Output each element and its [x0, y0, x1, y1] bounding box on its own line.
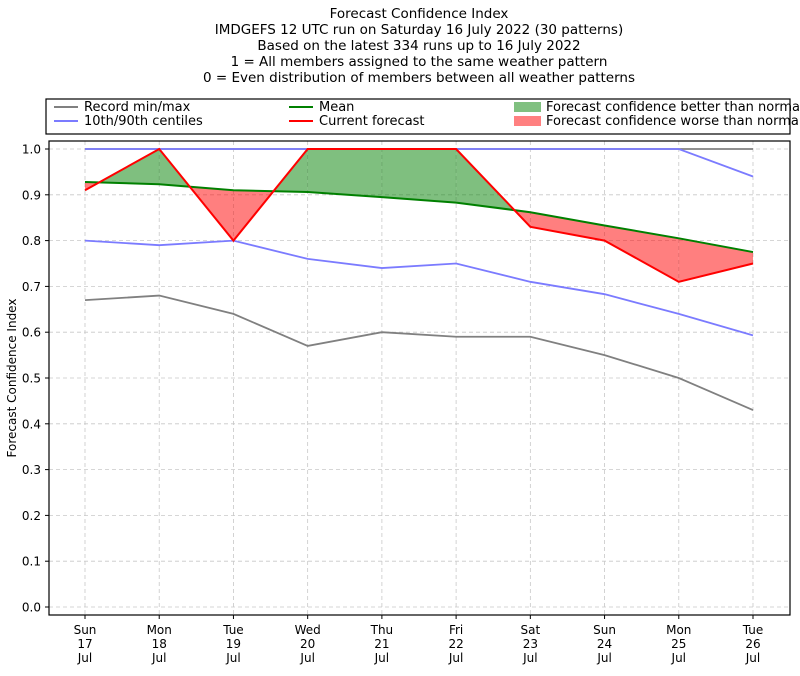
series-line-p10 — [84, 239, 754, 337]
x-tick-label: 24 — [597, 637, 612, 651]
y-tick-label: 0.4 — [22, 417, 41, 431]
x-tick-label: Jul — [671, 651, 686, 665]
subtitle-line: Based on the latest 334 runs up to 16 Ju… — [257, 38, 580, 54]
x-tick-label: 26 — [745, 637, 760, 651]
x-tick-label: Jul — [151, 651, 166, 665]
y-axis-label: Forecast Confidence Index — [5, 299, 19, 458]
better-than-normal-fill — [307, 149, 382, 198]
legend-label: Mean — [319, 100, 354, 115]
subtitle-line: 0 = Even distribution of members between… — [203, 70, 635, 86]
subtitle-line: 1 = All members assigned to the same wea… — [231, 54, 608, 70]
plot-area: 0.00.10.20.30.40.50.60.70.80.91.0 Sun17J… — [5, 140, 791, 665]
legend-swatch — [514, 116, 541, 126]
x-tick-label: Sun — [74, 623, 97, 637]
legend-swatch — [514, 102, 541, 112]
y-tick-label: 0.8 — [22, 234, 41, 248]
x-tick-label: Fri — [449, 623, 463, 637]
x-tick-label: 23 — [523, 637, 538, 651]
y-tick-label: 0.5 — [22, 372, 41, 386]
x-tick-label: Jul — [77, 651, 92, 665]
y-tick-label: 0.9 — [22, 188, 41, 202]
x-tick-label: Sat — [520, 623, 540, 637]
x-tick-label: Mon — [666, 623, 691, 637]
series-line-record-min — [84, 294, 754, 411]
x-tick-label: 25 — [671, 637, 686, 651]
x-tick-label: Tue — [742, 623, 764, 637]
y-axis: 0.0 0.1 0.2 0.3 0.4 0.5 0.6 0.7 0.8 0.9 1.0 — [22, 143, 49, 615]
legend-frame — [45, 98, 791, 135]
y-tick-label: 1.0 — [22, 143, 41, 157]
worse-than-normal-fill — [604, 225, 679, 282]
series-line-current — [84, 147, 754, 283]
y-tick-label: 0.6 — [22, 326, 41, 340]
x-tick-label: 20 — [300, 637, 315, 651]
x-tick-label: 19 — [226, 637, 241, 651]
x-tick-label: Jul — [225, 651, 240, 665]
x-tick-label: Jul — [596, 651, 611, 665]
legend-label: Forecast confidence worse than normal — [546, 114, 800, 129]
series-lines — [84, 147, 754, 411]
x-tick-label: Sun — [593, 623, 616, 637]
y-tick-label: 0.0 — [22, 601, 41, 615]
y-tick-label: 0.7 — [22, 280, 41, 294]
y-tick-label: 0.1 — [22, 555, 41, 569]
x-tick-label: 21 — [374, 637, 389, 651]
x-tick-label: Mon — [147, 623, 172, 637]
x-axis: Sun17JulMon18JulTue19JulWed20JulThu21Jul… — [74, 615, 764, 665]
legend-label: Record min/max — [84, 100, 191, 115]
x-tick-label: Thu — [370, 623, 394, 637]
x-tick-label: Jul — [448, 651, 463, 665]
legend-label: Forecast confidence better than normal — [546, 100, 800, 115]
y-tick-label: 0.3 — [22, 463, 41, 477]
x-tick-label: 22 — [448, 637, 463, 651]
title-line: Forecast Confidence Index — [330, 6, 509, 22]
worse-than-normal-fill — [530, 212, 605, 241]
x-tick-label: Jul — [299, 651, 314, 665]
chart-title: Forecast Confidence Index IMDGEFS 12 UTC… — [203, 6, 635, 86]
x-tick-label: Wed — [295, 623, 321, 637]
better-than-normal-fill — [381, 149, 457, 203]
subtitle-line: IMDGEFS 12 UTC run on Saturday 16 July 2… — [215, 22, 623, 38]
legend-label: Current forecast — [319, 114, 425, 129]
y-tick-label: 0.2 — [22, 509, 41, 523]
x-tick-label: Jul — [745, 651, 760, 665]
x-tick-label: 17 — [77, 637, 92, 651]
x-tick-label: 18 — [152, 637, 167, 651]
legend-label: 10th/90th centiles — [84, 114, 203, 129]
x-tick-label: Tue — [222, 623, 244, 637]
series-line-mean — [84, 180, 754, 254]
confidence-fills — [85, 149, 753, 282]
x-tick-label: Jul — [374, 651, 389, 665]
x-tick-label: Jul — [522, 651, 537, 665]
